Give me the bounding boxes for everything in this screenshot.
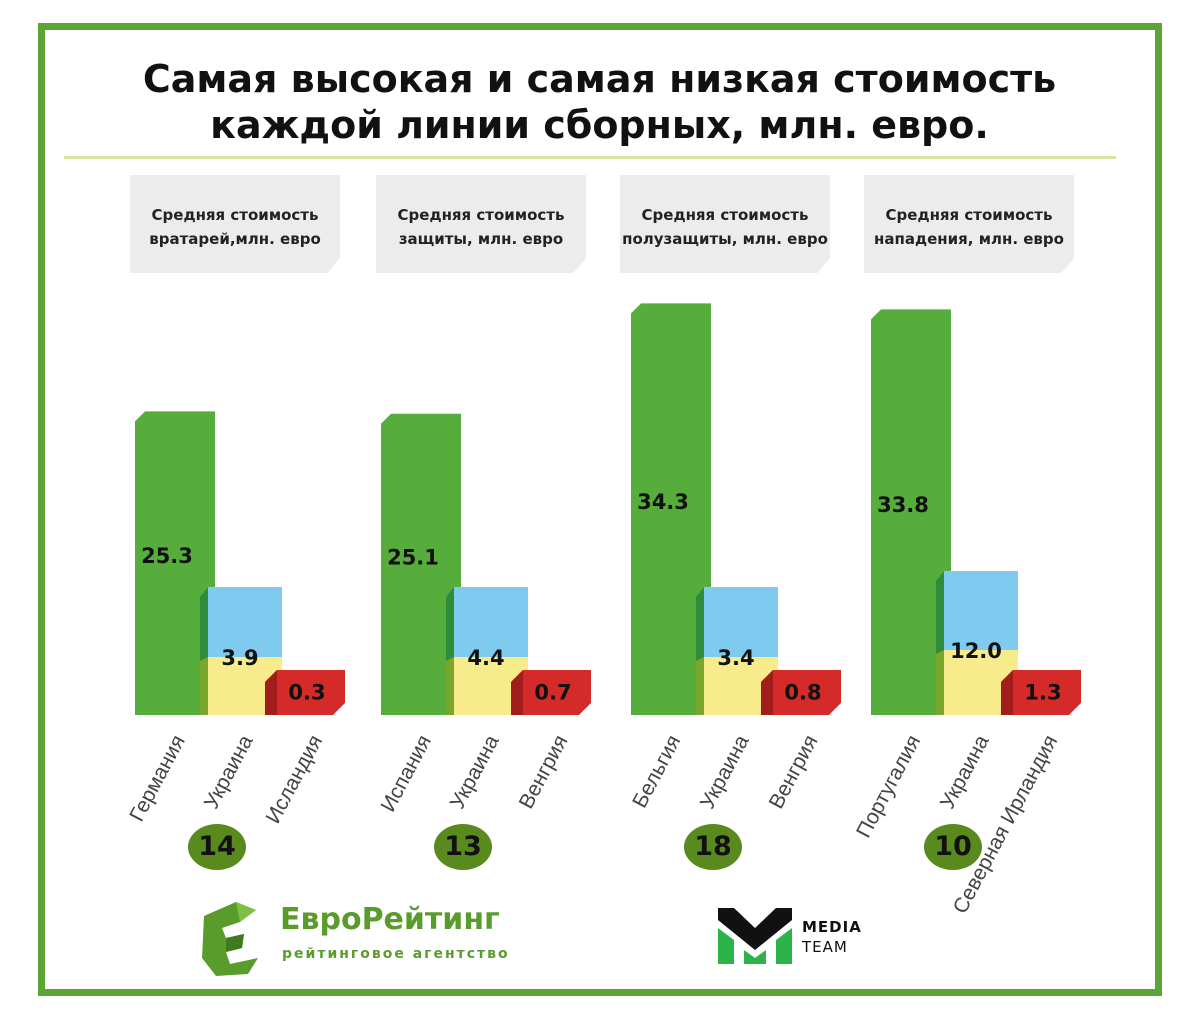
value-label-lowest: 1.3 <box>1024 680 1061 704</box>
caption-defense: Средняя стоимость защиты, млн. евро <box>376 175 586 273</box>
caption-line: Средняя стоимость <box>641 206 809 224</box>
bar-ukraine-upper <box>944 571 1018 650</box>
value-label-lowest: 0.3 <box>288 680 325 704</box>
caption-goalkeepers: Средняя стоимость вратарей,млн. евро <box>130 175 340 273</box>
bar-ukraine-side <box>936 571 944 654</box>
mediateam-line1: MEDIA <box>802 918 862 936</box>
bar-lowest <box>265 670 345 715</box>
title-divider <box>64 156 1116 159</box>
bar-ukraine-side <box>696 587 704 661</box>
bar-ukraine-upper <box>454 587 528 657</box>
caption-line: вратарей,млн. евро <box>149 230 321 248</box>
bar-ukraine-side <box>200 657 208 715</box>
caption-attack: Средняя стоимость нападения, млн. евро <box>864 175 1074 273</box>
eurorating-emblem-icon <box>202 902 258 976</box>
bar-lowest <box>1001 670 1081 715</box>
value-label-highest: 34.3 <box>637 490 689 514</box>
mediateam-emblem-icon <box>718 908 792 964</box>
bar-ukraine-upper <box>208 587 282 657</box>
value-label-highest: 25.1 <box>387 545 439 569</box>
bar-highest <box>871 309 951 715</box>
value-label-highest: 33.8 <box>877 493 929 517</box>
bar-highest <box>631 303 711 715</box>
bar-ukraine-side <box>446 657 454 715</box>
value-label-ukraine: 3.9 <box>221 646 258 670</box>
bar-lowest-side <box>265 670 277 715</box>
bar-ukraine-upper <box>704 587 778 657</box>
title-line-2: каждой линии сборных, млн. евро. <box>210 103 989 147</box>
value-label-ukraine: 3.4 <box>717 646 754 670</box>
eurorating-subtitle: рейтинговое агентство <box>282 946 510 962</box>
value-label-highest: 25.3 <box>141 544 193 568</box>
bar-lowest-side <box>511 670 523 715</box>
eurorating-name-part2: Рейтинг <box>361 902 500 937</box>
eurorating-name-part1: Евро <box>280 902 362 937</box>
bar-lowest <box>761 670 841 715</box>
bar-ukraine-side <box>936 650 944 715</box>
caption-midfield: Средняя стоимость полузащиты, млн. евро <box>620 175 830 273</box>
value-label-lowest: 0.8 <box>784 680 821 704</box>
bar-ukraine-side <box>446 587 454 661</box>
bar-ukraine-side <box>200 587 208 661</box>
value-label-lowest: 0.7 <box>534 680 571 704</box>
caption-line: нападения, млн. евро <box>874 230 1064 248</box>
bar-lowest <box>511 670 591 715</box>
eurorating-logo: ЕвроРейтинг рейтинговое агентство <box>196 898 536 978</box>
eurorating-name: ЕвроРейтинг <box>280 902 500 937</box>
caption-line: Средняя стоимость <box>397 206 565 224</box>
player-count-badge: 18 <box>684 824 742 870</box>
title-line-1: Самая высокая и самая низкая стоимость <box>142 57 1057 101</box>
bar-highest <box>135 411 215 715</box>
player-count-badge: 10 <box>924 824 982 870</box>
player-count-badge: 14 <box>188 824 246 870</box>
caption-line: полузащиты, млн. евро <box>622 230 828 248</box>
caption-line: Средняя стоимость <box>885 206 1053 224</box>
value-label-ukraine: 12.0 <box>950 639 1002 663</box>
bar-ukraine-side <box>696 657 704 715</box>
caption-line: Средняя стоимость <box>151 206 319 224</box>
mediateam-logo: MEDIA TEAM <box>716 900 876 970</box>
page-title: Самая высокая и самая низкая стоимость к… <box>0 56 1199 148</box>
caption-line: защиты, млн. евро <box>398 230 564 248</box>
bar-lowest-side <box>1001 670 1013 715</box>
bar-lowest-side <box>761 670 773 715</box>
value-label-ukraine: 4.4 <box>467 646 504 670</box>
bar-highest <box>381 413 461 715</box>
player-count-badge: 13 <box>434 824 492 870</box>
mediateam-line2: TEAM <box>802 938 848 956</box>
